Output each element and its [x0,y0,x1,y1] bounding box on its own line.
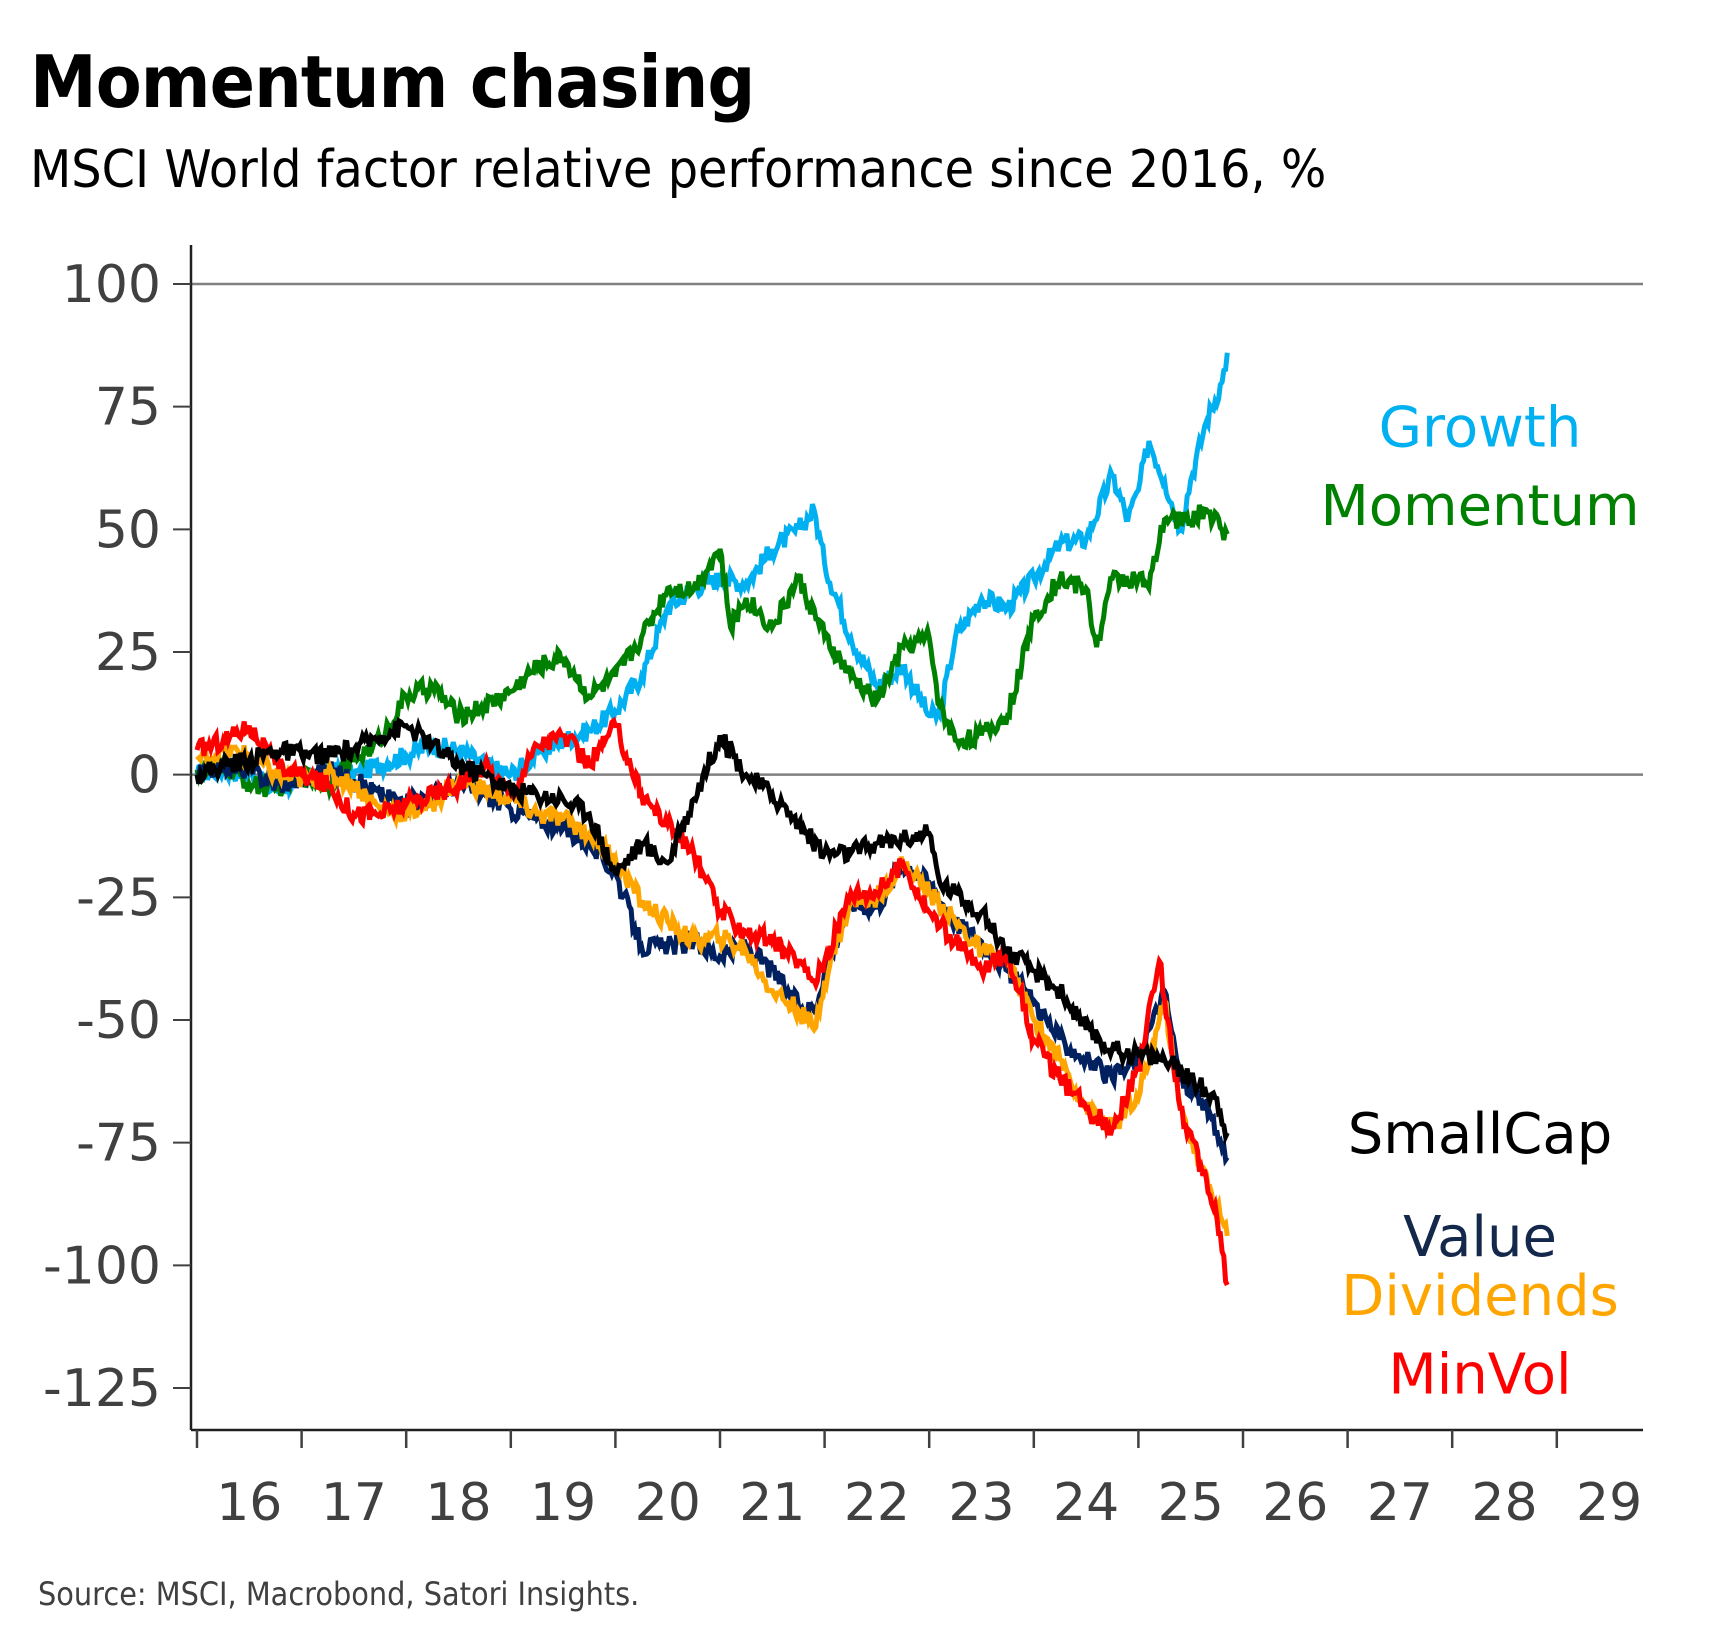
axes [189,245,1643,1432]
x-tick-label: 18 [425,1473,491,1533]
y-tick-label: 25 [95,623,161,683]
x-tick-label: 17 [321,1473,387,1533]
y-tick-label: 50 [95,500,161,560]
series-label-smallcap: SmallCap [1348,1102,1613,1167]
series-line-minvol [194,716,1230,1287]
source-note: Source: MSCI, Macrobond, Satori Insights… [38,1575,640,1613]
x-axis-ticks: 16 17 18 19 20 21 22 23 24 25 26 27 28 29 [195,1430,1642,1533]
y-tick-label: -50 [76,991,161,1051]
y-tick-label: -125 [43,1359,161,1419]
y-tick-label: -100 [43,1236,161,1296]
y-tick-label: -25 [76,868,161,928]
x-tick-label: 23 [948,1473,1014,1533]
series-line-value [194,755,1230,1167]
y-tick-label: 75 [95,378,161,438]
x-tick-label: 28 [1471,1473,1537,1533]
chart-subtitle: MSCI World factor relative performance s… [30,140,1327,200]
series-label-dividends: Dividends [1341,1264,1619,1329]
series-label-growth: Growth [1379,395,1582,460]
x-tick-label: 19 [530,1473,596,1533]
x-tick-label: 25 [1158,1473,1224,1533]
series-line-smallcap [194,716,1230,1146]
series-line-growth [194,352,1230,801]
x-tick-label: 22 [844,1473,910,1533]
y-tick-label: -75 [76,1114,161,1174]
x-tick-label: 26 [1262,1473,1328,1533]
y-tick-label: 0 [128,746,161,806]
series-label-momentum: Momentum [1320,474,1639,539]
series-label-value: Value [1403,1205,1557,1270]
series-line-momentum [194,504,1230,802]
x-tick-label: 24 [1053,1473,1119,1533]
x-tick-label: 16 [216,1473,282,1533]
x-tick-label: 20 [635,1473,701,1533]
x-tick-label: 21 [739,1473,805,1533]
y-axis-ticks: 100 75 50 25 0 -25 -50 -75 -100 -125 [43,255,191,1419]
chart-title: Momentum chasing [30,40,755,124]
y-tick-label: 100 [62,255,161,315]
x-tick-label: 27 [1367,1473,1433,1533]
gridlines [191,282,1643,776]
series-label-minvol: MinVol [1388,1342,1571,1407]
x-tick-label: 29 [1576,1473,1642,1533]
series-lines [194,352,1230,1287]
